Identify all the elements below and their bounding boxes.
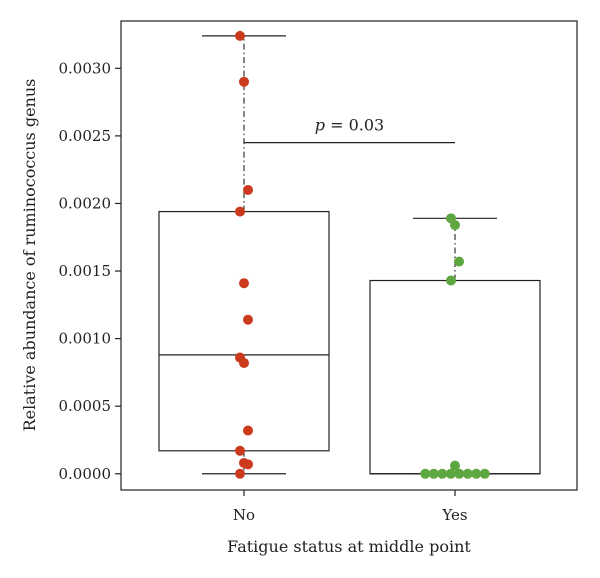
y-tick-label: 0.0015 (59, 262, 112, 280)
data-point (243, 314, 253, 325)
box-iqr (369, 279, 541, 475)
x-axis: No Yes (233, 490, 468, 524)
y-tick-label: 0.0005 (59, 397, 112, 415)
box-iqr (158, 210, 330, 452)
data-point (235, 30, 245, 41)
data-point (450, 460, 460, 471)
boxes-layer (158, 30, 541, 479)
data-point (243, 425, 253, 436)
data-point (437, 468, 448, 479)
y-tick-label: 0.0010 (59, 330, 112, 348)
data-point (239, 357, 249, 368)
y-axis: 0.0000 0.0005 0.0010 0.0015 0.0020 0.0025 0.00… (59, 59, 121, 483)
x-tick-label: No (233, 506, 255, 524)
data-point (454, 468, 465, 479)
data-point (428, 468, 439, 479)
y-tick-label: 0.0000 (59, 465, 112, 483)
data-point (454, 256, 464, 267)
data-point (239, 278, 249, 289)
data-point (446, 275, 456, 286)
x-tick-label: Yes (441, 506, 467, 524)
p-value-text: = 0.03 (325, 116, 384, 135)
box-no (158, 30, 330, 479)
data-point (243, 184, 253, 195)
data-point (462, 468, 473, 479)
data-point (243, 459, 253, 470)
data-point (235, 468, 245, 479)
data-point (471, 468, 482, 479)
y-axis-title: Relative abundance of ruminococcus genus (20, 79, 39, 432)
data-point (420, 468, 431, 479)
plot-frame (120, 20, 578, 491)
data-point (235, 445, 245, 456)
y-tick-label: 0.0020 (59, 194, 112, 212)
y-tick-label: 0.0025 (59, 127, 112, 145)
significance-annotation: p = 0.03 (244, 116, 455, 144)
data-point (450, 220, 460, 231)
data-point (445, 468, 456, 479)
y-tick-label: 0.0030 (59, 59, 112, 77)
box-yes (369, 213, 541, 479)
data-point (235, 206, 245, 217)
x-axis-title: Fatigue status at middle point (227, 537, 471, 556)
data-point (239, 76, 249, 87)
p-value-label: p = 0.03 (315, 116, 384, 135)
data-point (479, 468, 490, 479)
p-symbol: p (315, 116, 325, 135)
